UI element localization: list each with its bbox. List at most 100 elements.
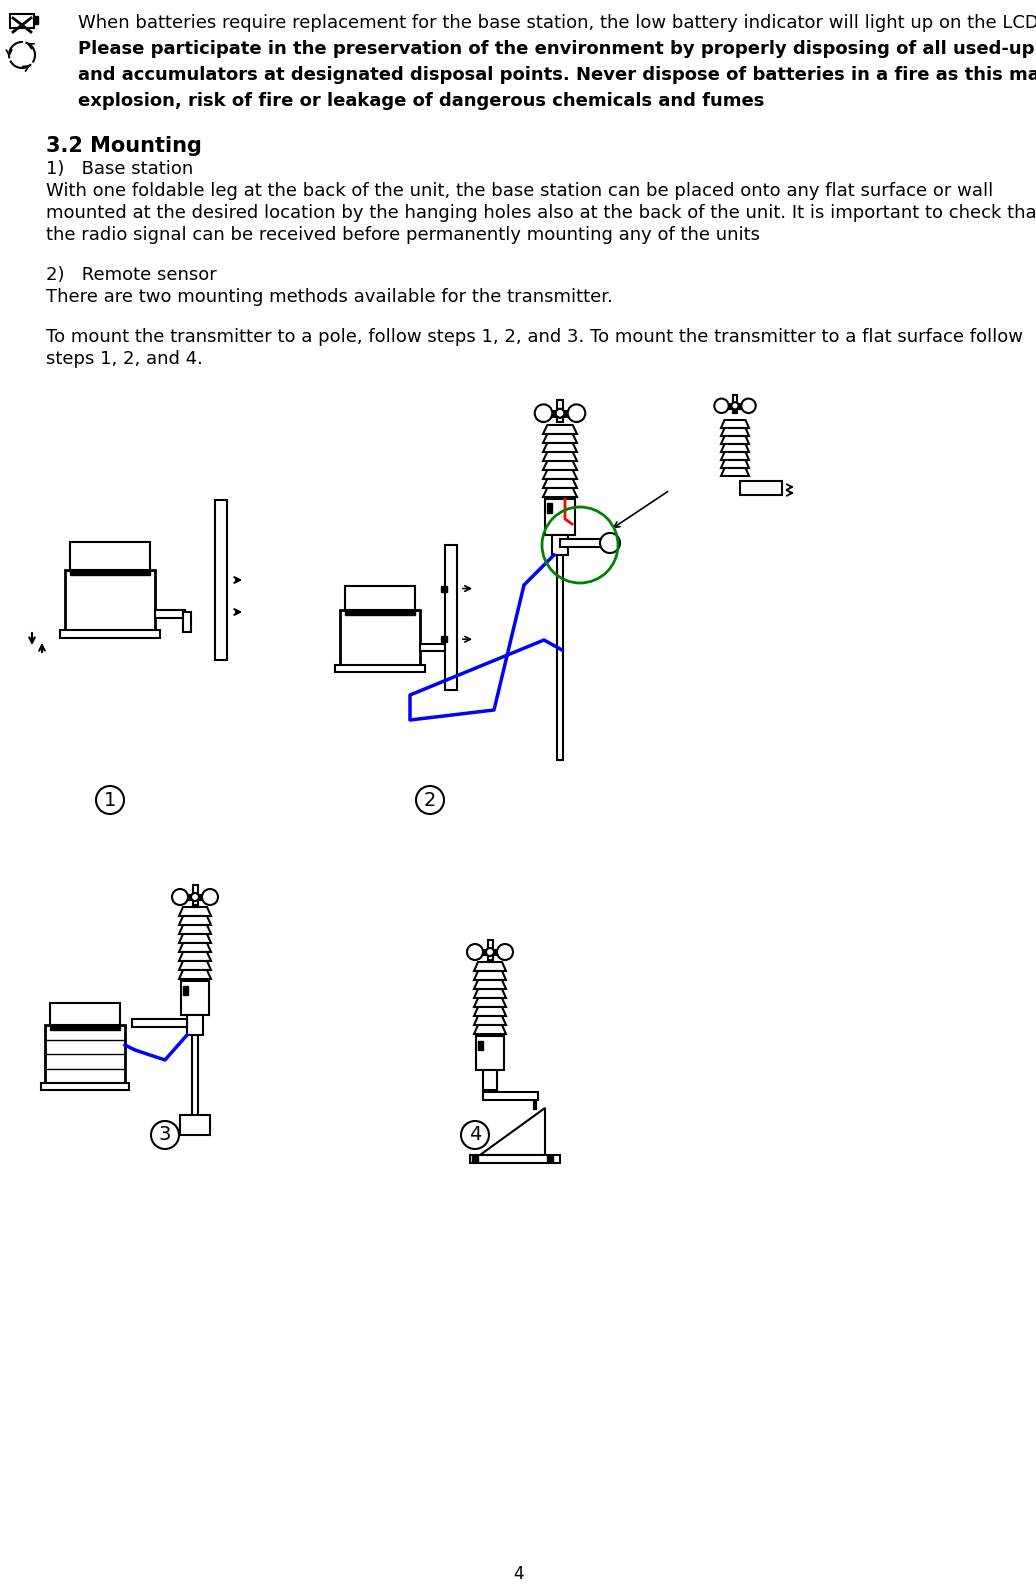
Bar [70,569,150,576]
Bar [557,400,563,423]
Polygon shape [179,908,211,916]
Text: 2: 2 [424,791,436,810]
Text: When batteries require replacement for the base station, the low battery indicat: When batteries require replacement for t… [78,14,1036,32]
Circle shape [714,399,728,413]
Bar [547,1156,553,1163]
Bar [476,1037,503,1070]
Bar [483,1070,497,1089]
Bar [193,885,198,904]
Polygon shape [543,451,577,461]
Bar [441,585,447,592]
Bar [45,1026,125,1083]
Bar [41,1083,130,1089]
Text: mounted at the desired location by the hanging holes also at the back of the uni: mounted at the desired location by the h… [46,204,1036,222]
Bar [180,1115,210,1136]
Polygon shape [721,459,749,467]
Text: To mount the transmitter to a pole, follow steps 1, 2, and 3. To mount the trans: To mount the transmitter to a pole, foll… [46,329,1023,346]
Bar [557,555,563,759]
Text: There are two mounting methods available for the transmitter.: There are two mounting methods available… [46,289,613,306]
Polygon shape [474,1016,506,1026]
Bar [335,665,425,671]
Polygon shape [179,935,211,943]
Bar [471,951,509,955]
Circle shape [191,893,199,901]
Polygon shape [179,952,211,962]
Bar [345,585,415,609]
Bar [472,1156,478,1163]
Polygon shape [721,443,749,451]
Text: Please participate in the preservation of the environment by properly disposing : Please participate in the preservation o… [78,40,1036,57]
Text: 4: 4 [513,1565,523,1582]
Polygon shape [721,451,749,459]
Bar [478,1040,483,1050]
Bar [420,644,445,651]
Circle shape [96,786,124,813]
Polygon shape [474,989,506,998]
Text: 4: 4 [469,1126,481,1145]
Circle shape [467,944,483,960]
Polygon shape [543,488,577,498]
Bar [70,542,150,569]
Bar [445,545,457,691]
Bar [65,569,155,630]
Polygon shape [543,461,577,471]
Polygon shape [474,1006,506,1016]
Polygon shape [543,443,577,451]
Bar [732,396,738,413]
Polygon shape [721,419,749,427]
Circle shape [172,888,188,904]
Polygon shape [179,925,211,935]
Bar [545,499,575,534]
Polygon shape [179,916,211,925]
Polygon shape [721,427,749,435]
Bar [547,504,552,514]
Bar [155,609,185,617]
Text: With one foldable leg at the back of the unit, the base station can be placed on: With one foldable leg at the back of the… [46,182,994,199]
Bar [215,499,227,660]
Text: 3.2 Mounting: 3.2 Mounting [46,136,202,156]
Bar [340,609,420,665]
Text: 2)   Remote sensor: 2) Remote sensor [46,266,217,284]
Polygon shape [543,434,577,443]
Polygon shape [474,998,506,1006]
Circle shape [731,402,739,410]
Circle shape [202,888,218,904]
Circle shape [416,786,444,813]
Polygon shape [179,962,211,970]
Text: 1: 1 [104,791,116,810]
Bar [50,1026,120,1030]
Text: 3: 3 [159,1126,171,1145]
Bar [345,611,415,616]
Polygon shape [179,970,211,979]
Text: the radio signal can be received before permanently mounting any of the units: the radio signal can be received before … [46,226,760,244]
Polygon shape [543,424,577,434]
Circle shape [486,947,494,955]
Circle shape [497,944,513,960]
Polygon shape [721,435,749,443]
Bar [34,16,38,24]
Text: and accumulators at designated disposal points. Never dispose of batteries in a : and accumulators at designated disposal … [78,65,1036,85]
Bar [470,1155,560,1163]
Polygon shape [474,962,506,971]
Text: explosion, risk of fire or leakage of dangerous chemicals and fumes: explosion, risk of fire or leakage of da… [78,93,765,110]
Circle shape [555,408,565,418]
Polygon shape [474,979,506,989]
Polygon shape [721,467,749,475]
Polygon shape [543,478,577,488]
Bar [483,1093,538,1101]
Bar [183,612,191,632]
Polygon shape [543,471,577,478]
Circle shape [535,405,552,423]
Circle shape [568,405,585,423]
Bar [192,1035,198,1115]
Bar [50,1003,120,1026]
Polygon shape [474,971,506,979]
Bar [718,404,752,408]
Bar [740,482,782,494]
Bar [560,539,610,547]
Text: steps 1, 2, and 4.: steps 1, 2, and 4. [46,349,203,368]
Polygon shape [179,943,211,952]
Bar [441,636,447,643]
Circle shape [742,399,755,413]
Bar [132,1019,188,1027]
